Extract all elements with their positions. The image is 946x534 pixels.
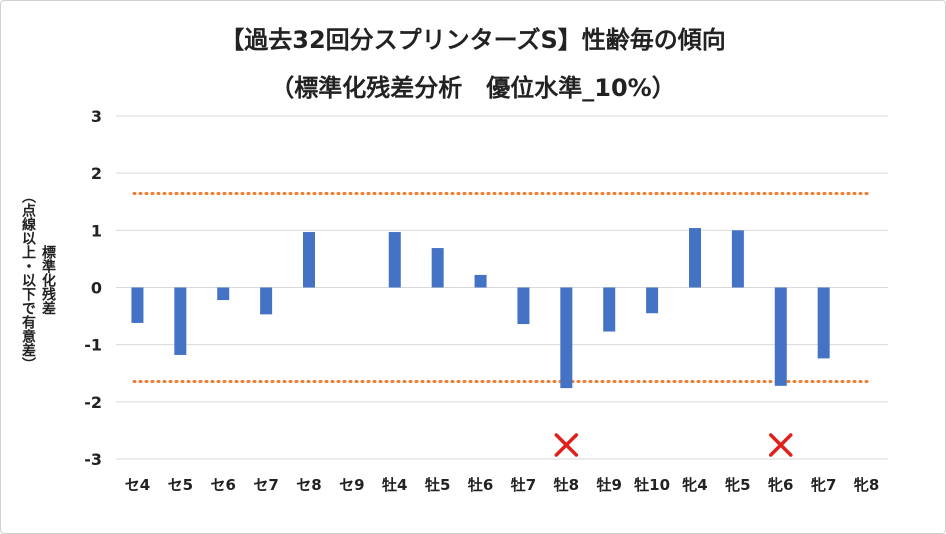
x-tick-label: 牡8 xyxy=(554,476,579,494)
x-tick-label: 牝7 xyxy=(811,476,836,494)
x-tick-label: セ6 xyxy=(211,476,236,494)
y-tick-label: 0 xyxy=(91,279,102,298)
y-axis-label: 標準化残差 （点線以上・以下で有意差） xyxy=(8,150,68,410)
bar xyxy=(774,287,787,386)
x-tick-label: セ9 xyxy=(339,476,364,494)
bar xyxy=(431,248,444,288)
y-tick-label: -1 xyxy=(84,336,102,355)
x-tick-label: セ7 xyxy=(253,476,278,494)
bar xyxy=(174,287,187,355)
x-tick-label: 牡7 xyxy=(511,476,536,494)
bar xyxy=(474,274,487,288)
x-tick-label: 牡9 xyxy=(597,476,622,494)
y-tick-label: 3 xyxy=(91,107,102,126)
bar xyxy=(817,287,830,359)
bar xyxy=(303,232,315,288)
y-tick-label: -2 xyxy=(84,393,102,412)
bar xyxy=(388,232,401,288)
bar xyxy=(560,287,573,389)
x-tick-label: 牝4 xyxy=(682,476,707,494)
chart-title: 【過去32回分スプリンターズS】性齢毎の傾向 xyxy=(220,26,726,54)
y-axis-label-line2: （点線以上・以下で有意差） xyxy=(20,189,36,371)
x-tick-label: セ8 xyxy=(296,476,321,494)
bar xyxy=(517,287,530,325)
bar xyxy=(646,287,659,314)
x-tick-label: 牝8 xyxy=(854,476,879,494)
y-axis-label-line1: 標準化残差 xyxy=(40,245,56,315)
bar xyxy=(217,287,230,301)
bar xyxy=(603,287,616,332)
x-tick-label: 牡4 xyxy=(382,476,407,494)
bar xyxy=(689,228,701,288)
y-tick-label: 2 xyxy=(91,164,102,183)
bar xyxy=(260,287,273,315)
x-tick-label: セ5 xyxy=(168,476,193,494)
cross-marker xyxy=(769,433,793,457)
x-tick-label: セ4 xyxy=(125,476,150,494)
x-tick-label: 牡6 xyxy=(468,476,493,494)
x-tick-label: 牡10 xyxy=(634,476,670,494)
chart-subtitle: （標準化残差分析 優位水準_10%） xyxy=(270,74,676,102)
bar xyxy=(731,230,744,288)
y-tick-label: -3 xyxy=(84,450,102,469)
cross-marker xyxy=(554,433,579,457)
x-tick-label: 牡5 xyxy=(425,476,450,494)
bar xyxy=(131,287,144,323)
x-tick-label: 牝6 xyxy=(768,476,793,494)
x-tick-label: 牝5 xyxy=(725,476,750,494)
y-tick-label: 1 xyxy=(91,221,102,240)
